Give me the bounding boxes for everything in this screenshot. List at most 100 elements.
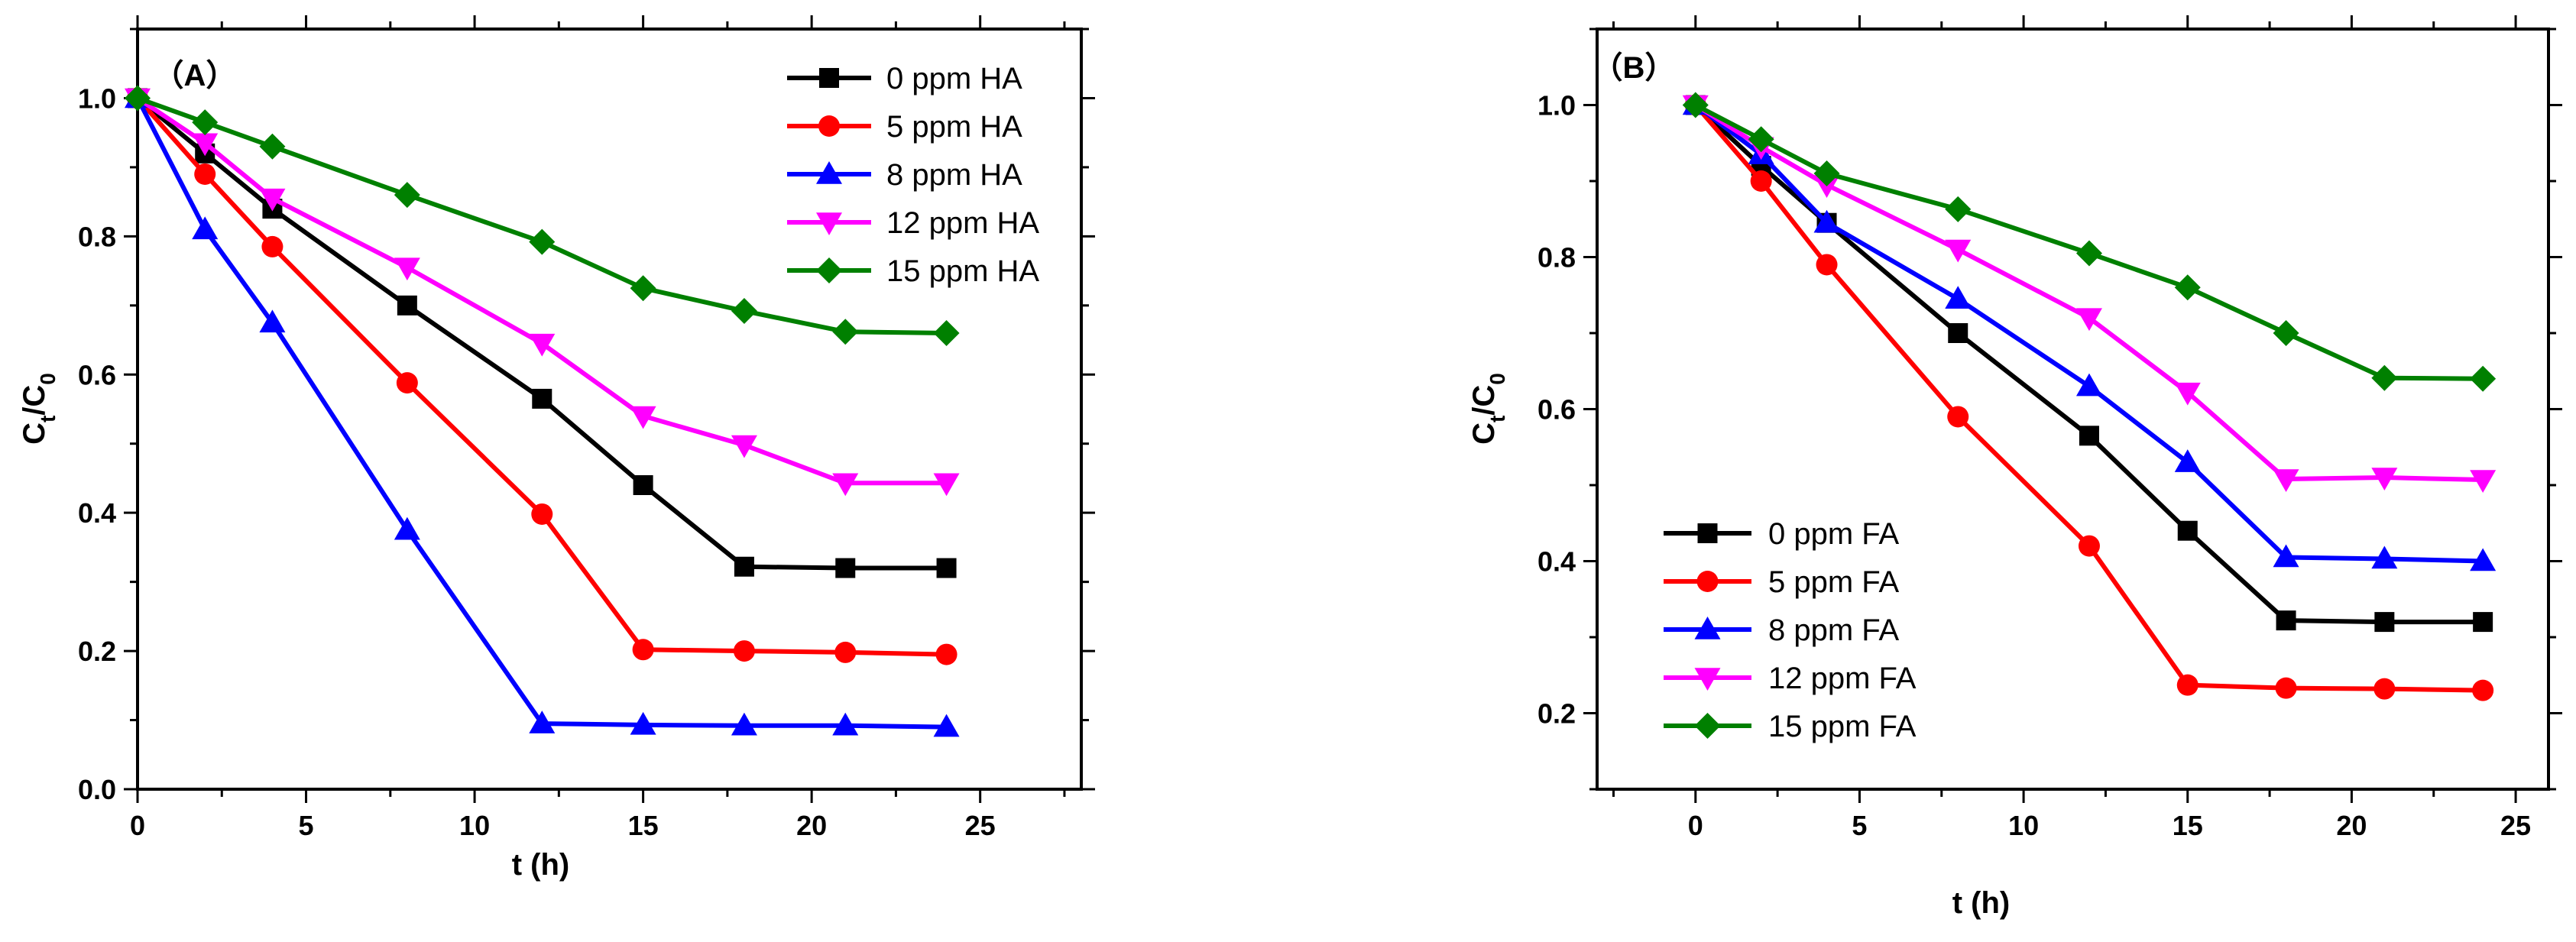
data-point [2079, 426, 2099, 446]
data-point [1813, 160, 1840, 187]
data-point [2470, 548, 2497, 571]
data-point [259, 188, 286, 212]
x-tick-label: 20 [2336, 810, 2367, 841]
y-tick-label: 0.2 [1537, 698, 1576, 730]
data-point [2276, 610, 2296, 631]
data-point [394, 257, 420, 281]
x-tick-label: 25 [2500, 810, 2531, 841]
legend-marker [818, 115, 840, 137]
chart-panel-a: 0 5 10 15 20 250.00.20.40.60.81.0t (h)Ct/C0（A… [18, 15, 1095, 882]
y-tick-label: 1.0 [1537, 90, 1576, 121]
y-axis-title-sub-t: t [36, 416, 60, 422]
legend-label: 15 ppm HA [886, 254, 1039, 288]
legend-label: 15 ppm FA [1768, 710, 1917, 743]
x-tick-label: 10 [459, 810, 490, 841]
data-point [2371, 364, 2398, 391]
x-tick-label: 0 [130, 810, 145, 841]
data-point [192, 216, 219, 240]
data-point [2273, 469, 2299, 493]
data-point [834, 641, 857, 663]
data-point [731, 712, 757, 736]
legend-marker [1694, 668, 1721, 691]
data-point [1945, 239, 1972, 263]
data-point [731, 298, 757, 325]
data-point [835, 558, 856, 578]
data-point [936, 558, 957, 578]
data-point [259, 133, 286, 160]
y-axis-title-sub-t: t [1486, 416, 1509, 422]
data-point [2473, 612, 2493, 633]
data-point [1945, 286, 1972, 309]
data-point [733, 640, 755, 662]
data-point [1947, 406, 1969, 428]
y-tick-label: 0.4 [1537, 546, 1576, 578]
data-point [2273, 320, 2299, 346]
legend-marker [819, 68, 839, 88]
x-tick-label: 15 [628, 810, 659, 841]
x-axis-title: t (h) [512, 848, 570, 882]
data-point [531, 503, 553, 525]
data-point [630, 406, 656, 429]
data-point [1813, 209, 1840, 233]
data-point [832, 712, 859, 736]
data-point [933, 320, 960, 346]
data-point [261, 235, 284, 257]
data-point [2174, 382, 2201, 406]
data-point [192, 133, 219, 157]
data-point [2371, 468, 2398, 491]
legend-marker [816, 257, 842, 283]
legend-label: 8 ppm FA [1768, 613, 1900, 647]
data-point [2275, 677, 2297, 699]
data-point [2075, 240, 2102, 267]
data-point [2374, 612, 2395, 633]
data-point [935, 643, 957, 665]
data-point [630, 275, 656, 302]
data-point [2470, 470, 2497, 494]
y-axis-title-sub-0: 0 [36, 373, 60, 385]
legend-marker [1696, 571, 1719, 592]
x-tick-label: 25 [965, 810, 996, 841]
data-point [1813, 175, 1840, 198]
legend-label: 12 ppm HA [886, 206, 1039, 240]
y-axis-title: Ct/C0 [18, 373, 60, 445]
legend-label: 12 ppm FA [1768, 662, 1917, 695]
y-axis-title-sub-0: 0 [1486, 373, 1509, 385]
series-line-3 [136, 95, 947, 486]
data-point [2174, 449, 2201, 472]
data-point [397, 295, 417, 316]
y-axis-title-c: C [18, 422, 51, 445]
data-point [632, 639, 654, 661]
legend-marker [1694, 617, 1721, 639]
data-point [2078, 535, 2100, 557]
y-axis-title: Ct/C0 [1467, 373, 1509, 445]
data-point [1682, 92, 1709, 118]
series-line-2 [1693, 103, 2484, 564]
data-point [630, 711, 656, 735]
legend-marker [1697, 523, 1718, 543]
data-point [933, 473, 960, 497]
data-point [394, 516, 420, 540]
x-tick-label: 20 [796, 810, 827, 841]
legend-label: 0 ppm FA [1768, 517, 1900, 551]
y-axis-title-slash: /C [18, 385, 51, 416]
legend-marker [816, 161, 842, 184]
y-tick-label: 0.8 [78, 221, 116, 252]
data-point [2174, 274, 2201, 301]
y-axis-title-c: C [1467, 422, 1501, 445]
data-point [396, 372, 418, 394]
data-point [125, 85, 151, 112]
data-point [259, 309, 286, 333]
legend-label: 8 ppm HA [886, 158, 1022, 192]
x-tick-label: 10 [2008, 810, 2039, 841]
data-point [394, 182, 420, 209]
y-tick-label: 0.4 [78, 497, 116, 529]
data-point [832, 319, 859, 345]
data-point [933, 714, 960, 737]
plot-frame [136, 28, 1083, 791]
data-point [529, 333, 556, 357]
data-point [532, 388, 552, 409]
y-tick-label: 0.2 [78, 636, 116, 667]
chart-panel-b: 0 5 10 15 20 250.20.40.60.81.0t (h)Ct/C0（B）0 … [1467, 15, 2562, 920]
x-tick-label: 15 [2173, 810, 2203, 841]
